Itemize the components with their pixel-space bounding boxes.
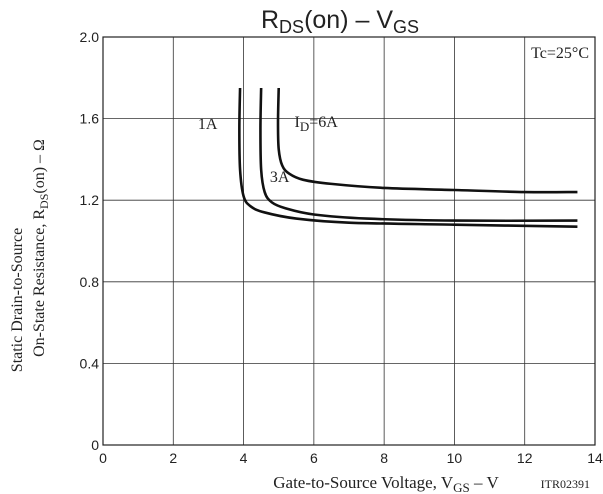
grid-lines bbox=[102, 36, 596, 446]
series-group bbox=[238, 87, 578, 229]
series-line-3a bbox=[259, 87, 578, 223]
series-label-6a: ID=6A bbox=[295, 114, 339, 134]
y-tick-label: 2.0 bbox=[80, 29, 100, 45]
x-tick-labels: 0 2 4 6 8 10 12 14 bbox=[99, 450, 603, 466]
x-tick-label: 2 bbox=[169, 450, 177, 466]
y-tick-label: 1.6 bbox=[80, 111, 100, 127]
series-label-3a: 3A bbox=[270, 169, 290, 186]
x-tick-label: 8 bbox=[380, 450, 388, 466]
figure-id: ITR02391 bbox=[541, 477, 590, 491]
series-label-1a: 1A bbox=[198, 116, 218, 133]
y-tick-label: 1.2 bbox=[80, 192, 100, 208]
plot-frame bbox=[102, 36, 596, 446]
chart-title: RDS(on) – VGS bbox=[261, 6, 419, 37]
x-tick-label: 10 bbox=[447, 450, 463, 466]
y-tick-label: 0.4 bbox=[80, 355, 100, 371]
y-tick-labels: 0 0.4 0.8 1.2 1.6 2.0 bbox=[80, 29, 100, 453]
y-axis-label-line2: On-State Resistance, RDS(on) – Ω bbox=[31, 139, 51, 357]
y-tick-label: 0.8 bbox=[80, 274, 100, 290]
x-tick-label: 0 bbox=[99, 450, 107, 466]
x-tick-label: 6 bbox=[310, 450, 318, 466]
y-axis-label-line1: Static Drain-to-Source bbox=[9, 228, 26, 372]
x-tick-label: 12 bbox=[517, 450, 533, 466]
series-line-6a bbox=[276, 87, 578, 194]
condition-annotation: Tc=25°C bbox=[531, 45, 589, 62]
series-line-1a bbox=[238, 87, 578, 229]
x-tick-label: 14 bbox=[587, 450, 603, 466]
y-tick-label: 0 bbox=[91, 437, 99, 453]
x-axis-label: Gate-to-Source Voltage, VGS – V bbox=[273, 473, 499, 494]
x-tick-label: 4 bbox=[240, 450, 248, 466]
